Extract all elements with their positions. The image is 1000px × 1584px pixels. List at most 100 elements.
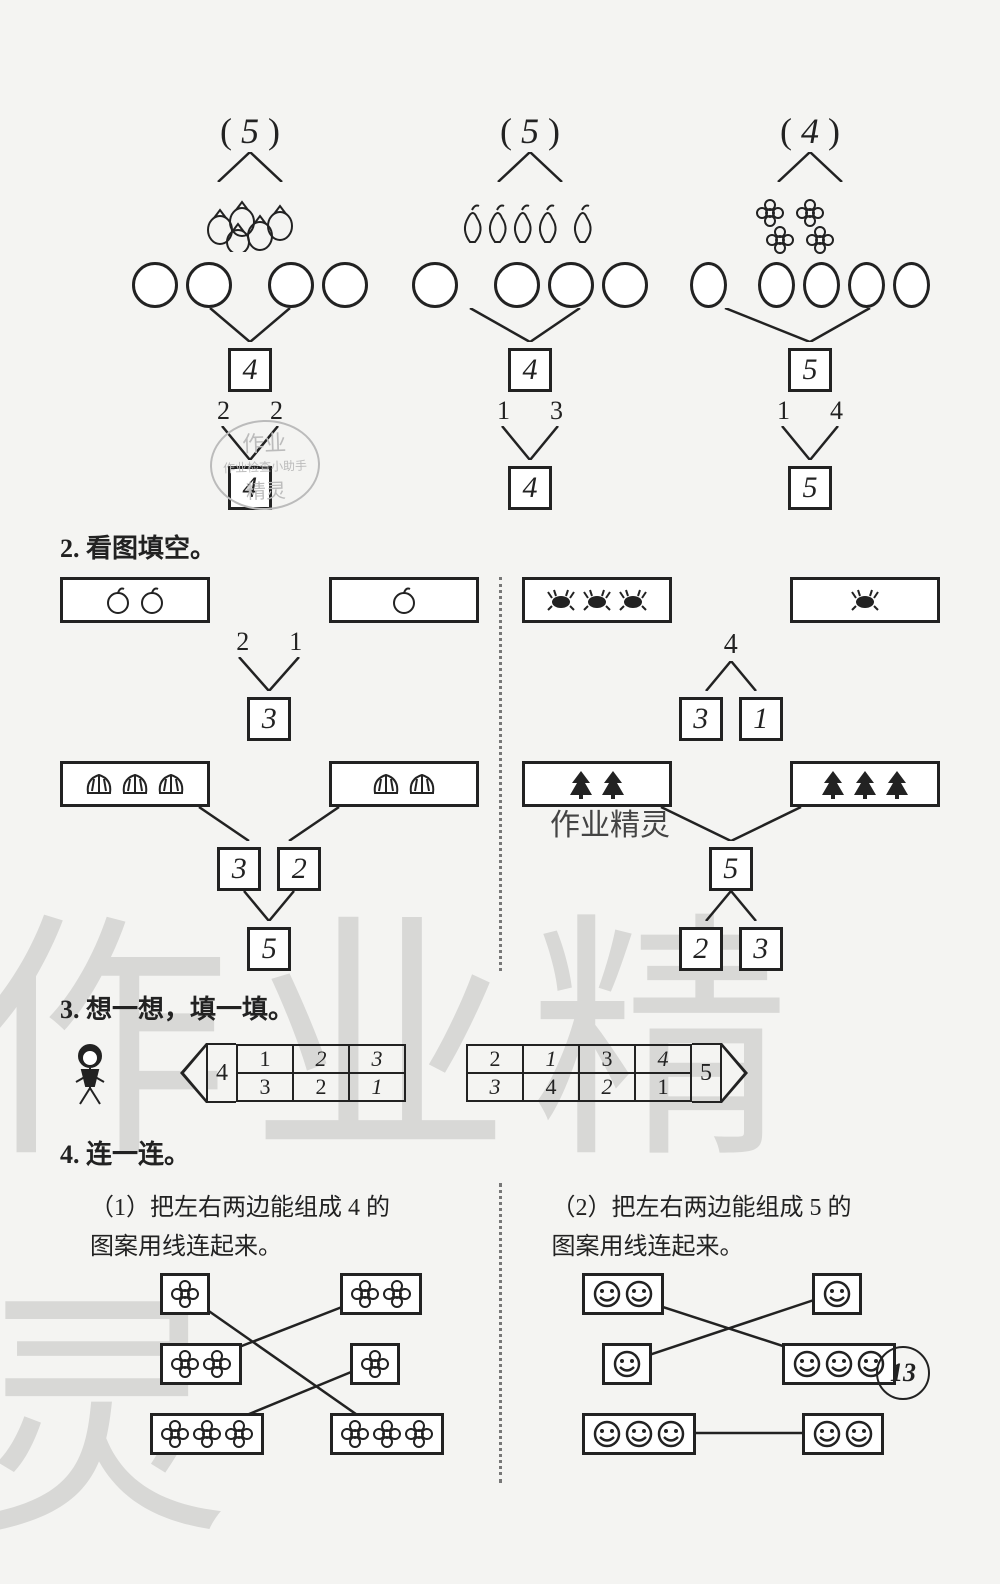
divider-dots (499, 577, 502, 971)
crab-box-b (790, 577, 940, 623)
pear-group (455, 200, 605, 252)
s2r-box-top2: 5 (709, 847, 753, 891)
connector (480, 152, 580, 182)
match-box (812, 1273, 862, 1315)
section-2-title: 2. 看图填空。 (60, 528, 940, 565)
match-box (350, 1343, 400, 1385)
sec2-left: 21 3 3 2 5 (60, 577, 479, 971)
circle (268, 262, 314, 308)
circle (322, 262, 368, 308)
tree-2: ( 5 ) (410, 110, 650, 510)
connector (681, 661, 781, 691)
circle (803, 262, 840, 308)
circle (690, 262, 727, 308)
crab-box-a (522, 577, 672, 623)
tree1-top: ( 5 ) (130, 110, 370, 152)
match-box (330, 1413, 444, 1455)
tail-5: 5 (692, 1043, 722, 1103)
s2l-box-top: 3 (247, 697, 291, 741)
connector (170, 308, 330, 342)
tree3-pair: 14 (690, 396, 930, 426)
circle (494, 262, 540, 308)
match-box (602, 1343, 652, 1385)
arrow-right-icon (722, 1043, 748, 1103)
circle (602, 262, 648, 308)
connector (681, 891, 781, 921)
circle (548, 262, 594, 308)
match-box (340, 1273, 422, 1315)
connector (700, 308, 920, 342)
table-right-grid: 2134 3421 (466, 1044, 692, 1102)
s2l-pair: 21 (60, 627, 479, 657)
s2r-box-a: 3 (679, 697, 723, 741)
sec4-left: （1）把左右两边能组成 4 的 图案用线连起来。 (60, 1183, 479, 1483)
s2l-box-bottom: 5 (247, 927, 291, 971)
connector (209, 657, 329, 691)
connector (219, 891, 319, 921)
apple-box-a (60, 577, 210, 623)
apple-box-b (329, 577, 479, 623)
arrow-left-icon (180, 1043, 206, 1103)
circle (132, 262, 178, 308)
section-2: 21 3 3 2 5 4 3 1 (60, 577, 940, 971)
section-3-title: 3. 想一想，填一填。 (60, 989, 940, 1026)
shell-box-b (329, 761, 479, 807)
circle (412, 262, 458, 308)
s2r-topnum: 4 (522, 629, 941, 661)
circle (848, 262, 885, 308)
connector (480, 426, 580, 460)
match-box (160, 1273, 210, 1315)
table-right: 2134 3421 5 (466, 1043, 748, 1103)
circle (186, 262, 232, 308)
match-box (160, 1343, 242, 1385)
lead-4: 4 (206, 1043, 236, 1103)
circle (893, 262, 930, 308)
connector (440, 308, 620, 342)
divider-dots (499, 1183, 502, 1483)
shell-box-a (60, 761, 210, 807)
match-box (802, 1413, 884, 1455)
connector (139, 807, 399, 841)
section-3: 4 123 321 2134 3421 5 (60, 1038, 940, 1108)
tree2-circles (410, 262, 650, 308)
tree2-box2: 4 (508, 466, 552, 510)
s2r-box-d: 3 (739, 927, 783, 971)
s2r-box-b: 1 (739, 697, 783, 741)
tree3-icons (690, 198, 930, 254)
match-box (582, 1413, 696, 1455)
match-box (582, 1273, 664, 1315)
section-4: （1）把左右两边能组成 4 的 图案用线连起来。 （2）把左右两边能组成 5 的… (60, 1183, 940, 1483)
tree2-box1: 4 (508, 348, 552, 392)
circle (758, 262, 795, 308)
match-box (150, 1413, 264, 1455)
tree1-icons (130, 198, 370, 254)
page-number: 13 (876, 1346, 930, 1400)
s2l-box-a: 3 (217, 847, 261, 891)
worksheet-page: ( 5 ) (60, 30, 940, 1400)
connector (760, 152, 860, 182)
section-4-title: 4. 连一连。 (60, 1134, 940, 1171)
girl-icon (60, 1038, 120, 1108)
sec4-right: （2）把左右两边能组成 5 的 图案用线连起来。 (522, 1183, 941, 1483)
s2l-box-b: 2 (277, 847, 321, 891)
table-left: 4 123 321 (180, 1043, 406, 1103)
flower-group (750, 198, 870, 254)
tree3-circles (690, 262, 930, 308)
watermark-text: 作业精灵 (550, 800, 670, 844)
s2r-box-c: 2 (679, 927, 723, 971)
tree3-top: ( 4 ) (690, 110, 930, 152)
table-left-grid: 123 321 (236, 1044, 406, 1102)
connector (200, 152, 300, 182)
tree2-icons (410, 198, 650, 254)
tree3-box1: 5 (788, 348, 832, 392)
tree1-circles (130, 262, 370, 308)
tree1-box1: 4 (228, 348, 272, 392)
sec2-right: 4 3 1 5 2 3 (522, 577, 941, 971)
tree2-pair: 13 (410, 396, 650, 426)
pine-box-b (790, 761, 940, 807)
connector (760, 426, 860, 460)
tree-3: ( 4 ) (690, 110, 930, 510)
strawberry-group (200, 200, 300, 252)
tree2-top: ( 5 ) (410, 110, 650, 152)
tree3-box2: 5 (788, 466, 832, 510)
